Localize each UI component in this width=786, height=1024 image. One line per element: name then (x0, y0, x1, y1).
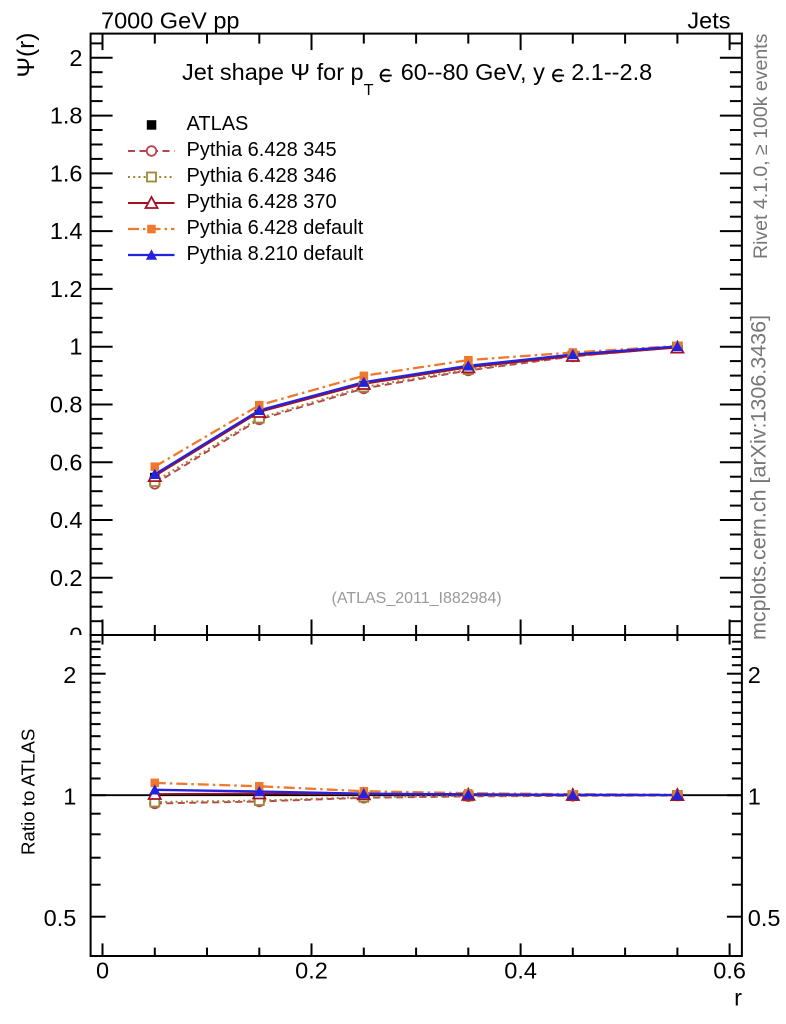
svg-text:mcplots.cern.ch [arXiv:1306.34: mcplots.cern.ch [arXiv:1306.3436] (747, 315, 771, 640)
svg-text:0.2: 0.2 (295, 958, 328, 984)
svg-text:1: 1 (748, 784, 761, 810)
svg-text:7000 GeV pp: 7000 GeV pp (101, 7, 240, 33)
svg-text:1.2: 1.2 (50, 276, 83, 302)
svg-text:1: 1 (69, 334, 82, 360)
svg-text:2.1--2.8: 2.1--2.8 (571, 59, 652, 85)
svg-text:1: 1 (63, 784, 76, 810)
svg-text:0.5: 0.5 (44, 905, 77, 931)
svg-text:Pythia 6.428 345: Pythia 6.428 345 (187, 139, 337, 161)
svg-text:0: 0 (69, 623, 82, 649)
svg-text:60--80 GeV, y: 60--80 GeV, y (401, 59, 545, 85)
svg-text:1.8: 1.8 (50, 103, 83, 129)
svg-text:T: T (364, 82, 374, 99)
svg-text:Pythia 6.428 370: Pythia 6.428 370 (187, 191, 337, 213)
svg-text:0: 0 (96, 958, 109, 984)
svg-text:1.4: 1.4 (50, 218, 83, 244)
svg-text:2: 2 (69, 45, 82, 71)
svg-text:0.4: 0.4 (504, 958, 537, 984)
svg-text:Ratio to ATLAS: Ratio to ATLAS (18, 729, 39, 855)
svg-text:Pythia 8.210 default: Pythia 8.210 default (187, 243, 364, 265)
svg-text:(ATLAS_2011_I882984): (ATLAS_2011_I882984) (331, 590, 501, 607)
svg-text:1.6: 1.6 (50, 160, 83, 186)
svg-text:0.6: 0.6 (713, 958, 746, 984)
svg-text:0.2: 0.2 (50, 565, 83, 591)
svg-text:2: 2 (748, 662, 761, 688)
svg-text:Jets: Jets (687, 7, 730, 33)
svg-text:0.5: 0.5 (748, 905, 781, 931)
svg-text:0.6: 0.6 (50, 449, 83, 475)
svg-text:Ψ(r): Ψ(r) (13, 33, 40, 78)
svg-text:2: 2 (63, 662, 76, 688)
svg-text:r: r (734, 985, 742, 1011)
svg-text:Pythia 6.428 346: Pythia 6.428 346 (187, 165, 337, 187)
svg-text:Jet shape Ψ for p: Jet shape Ψ for p (182, 59, 364, 85)
svg-text:0.4: 0.4 (50, 507, 83, 533)
svg-text:ATLAS: ATLAS (187, 113, 249, 135)
svg-text:0.8: 0.8 (50, 392, 83, 418)
svg-text:Pythia 6.428 default: Pythia 6.428 default (187, 217, 364, 239)
svg-text:Rivet 4.1.0, ≥ 100k events: Rivet 4.1.0, ≥ 100k events (750, 33, 772, 259)
